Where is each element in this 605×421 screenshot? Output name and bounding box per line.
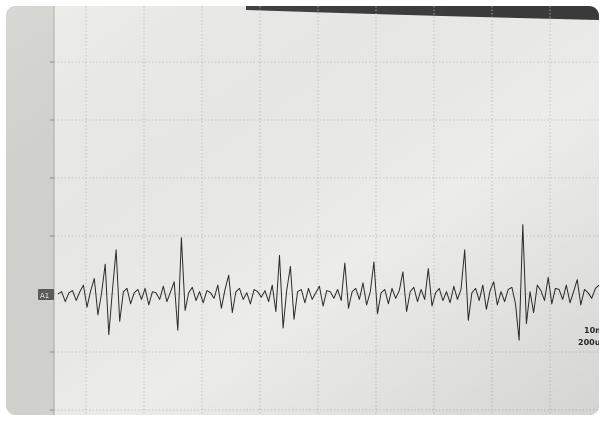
- volt-per-div-label: 200uV: [578, 338, 599, 347]
- time-per-div-label: 10ms: [584, 326, 599, 335]
- screen-background: [6, 6, 599, 415]
- channel-strip: [6, 6, 54, 415]
- oscilloscope-screen: A1 10ms 200uV: [6, 6, 599, 415]
- oscilloscope-photo: A1 10ms 200uV: [6, 6, 599, 415]
- channel-marker: A1: [38, 289, 54, 300]
- channel-label: A1: [40, 292, 49, 300]
